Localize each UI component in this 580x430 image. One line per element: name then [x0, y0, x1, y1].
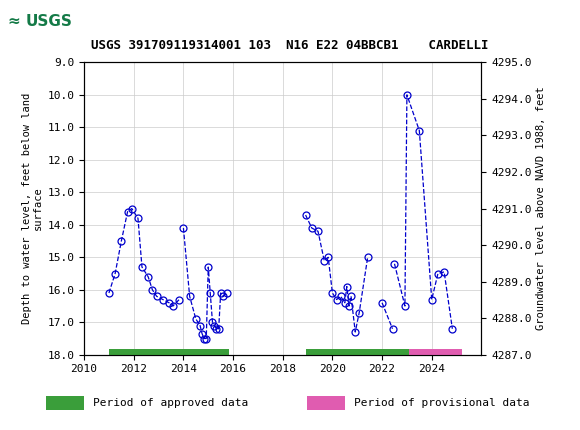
Y-axis label: Groundwater level above NAVD 1988, feet: Groundwater level above NAVD 1988, feet	[536, 87, 546, 330]
FancyBboxPatch shape	[3, 3, 81, 40]
Y-axis label: Depth to water level, feet below land
surface: Depth to water level, feet below land su…	[21, 93, 44, 324]
Text: Period of provisional data: Period of provisional data	[354, 398, 530, 408]
Bar	[409, 349, 462, 358]
Text: Period of approved data: Period of approved data	[93, 398, 248, 408]
Bar	[46, 396, 84, 410]
Text: USGS: USGS	[26, 14, 73, 28]
Bar	[306, 349, 409, 358]
Text: ≈: ≈	[7, 14, 20, 28]
Bar	[109, 349, 229, 358]
Bar	[307, 396, 345, 410]
Text: USGS 391709119314001 103  N16 E22 04BBCB1    CARDELLI: USGS 391709119314001 103 N16 E22 04BBCB1…	[91, 39, 489, 52]
